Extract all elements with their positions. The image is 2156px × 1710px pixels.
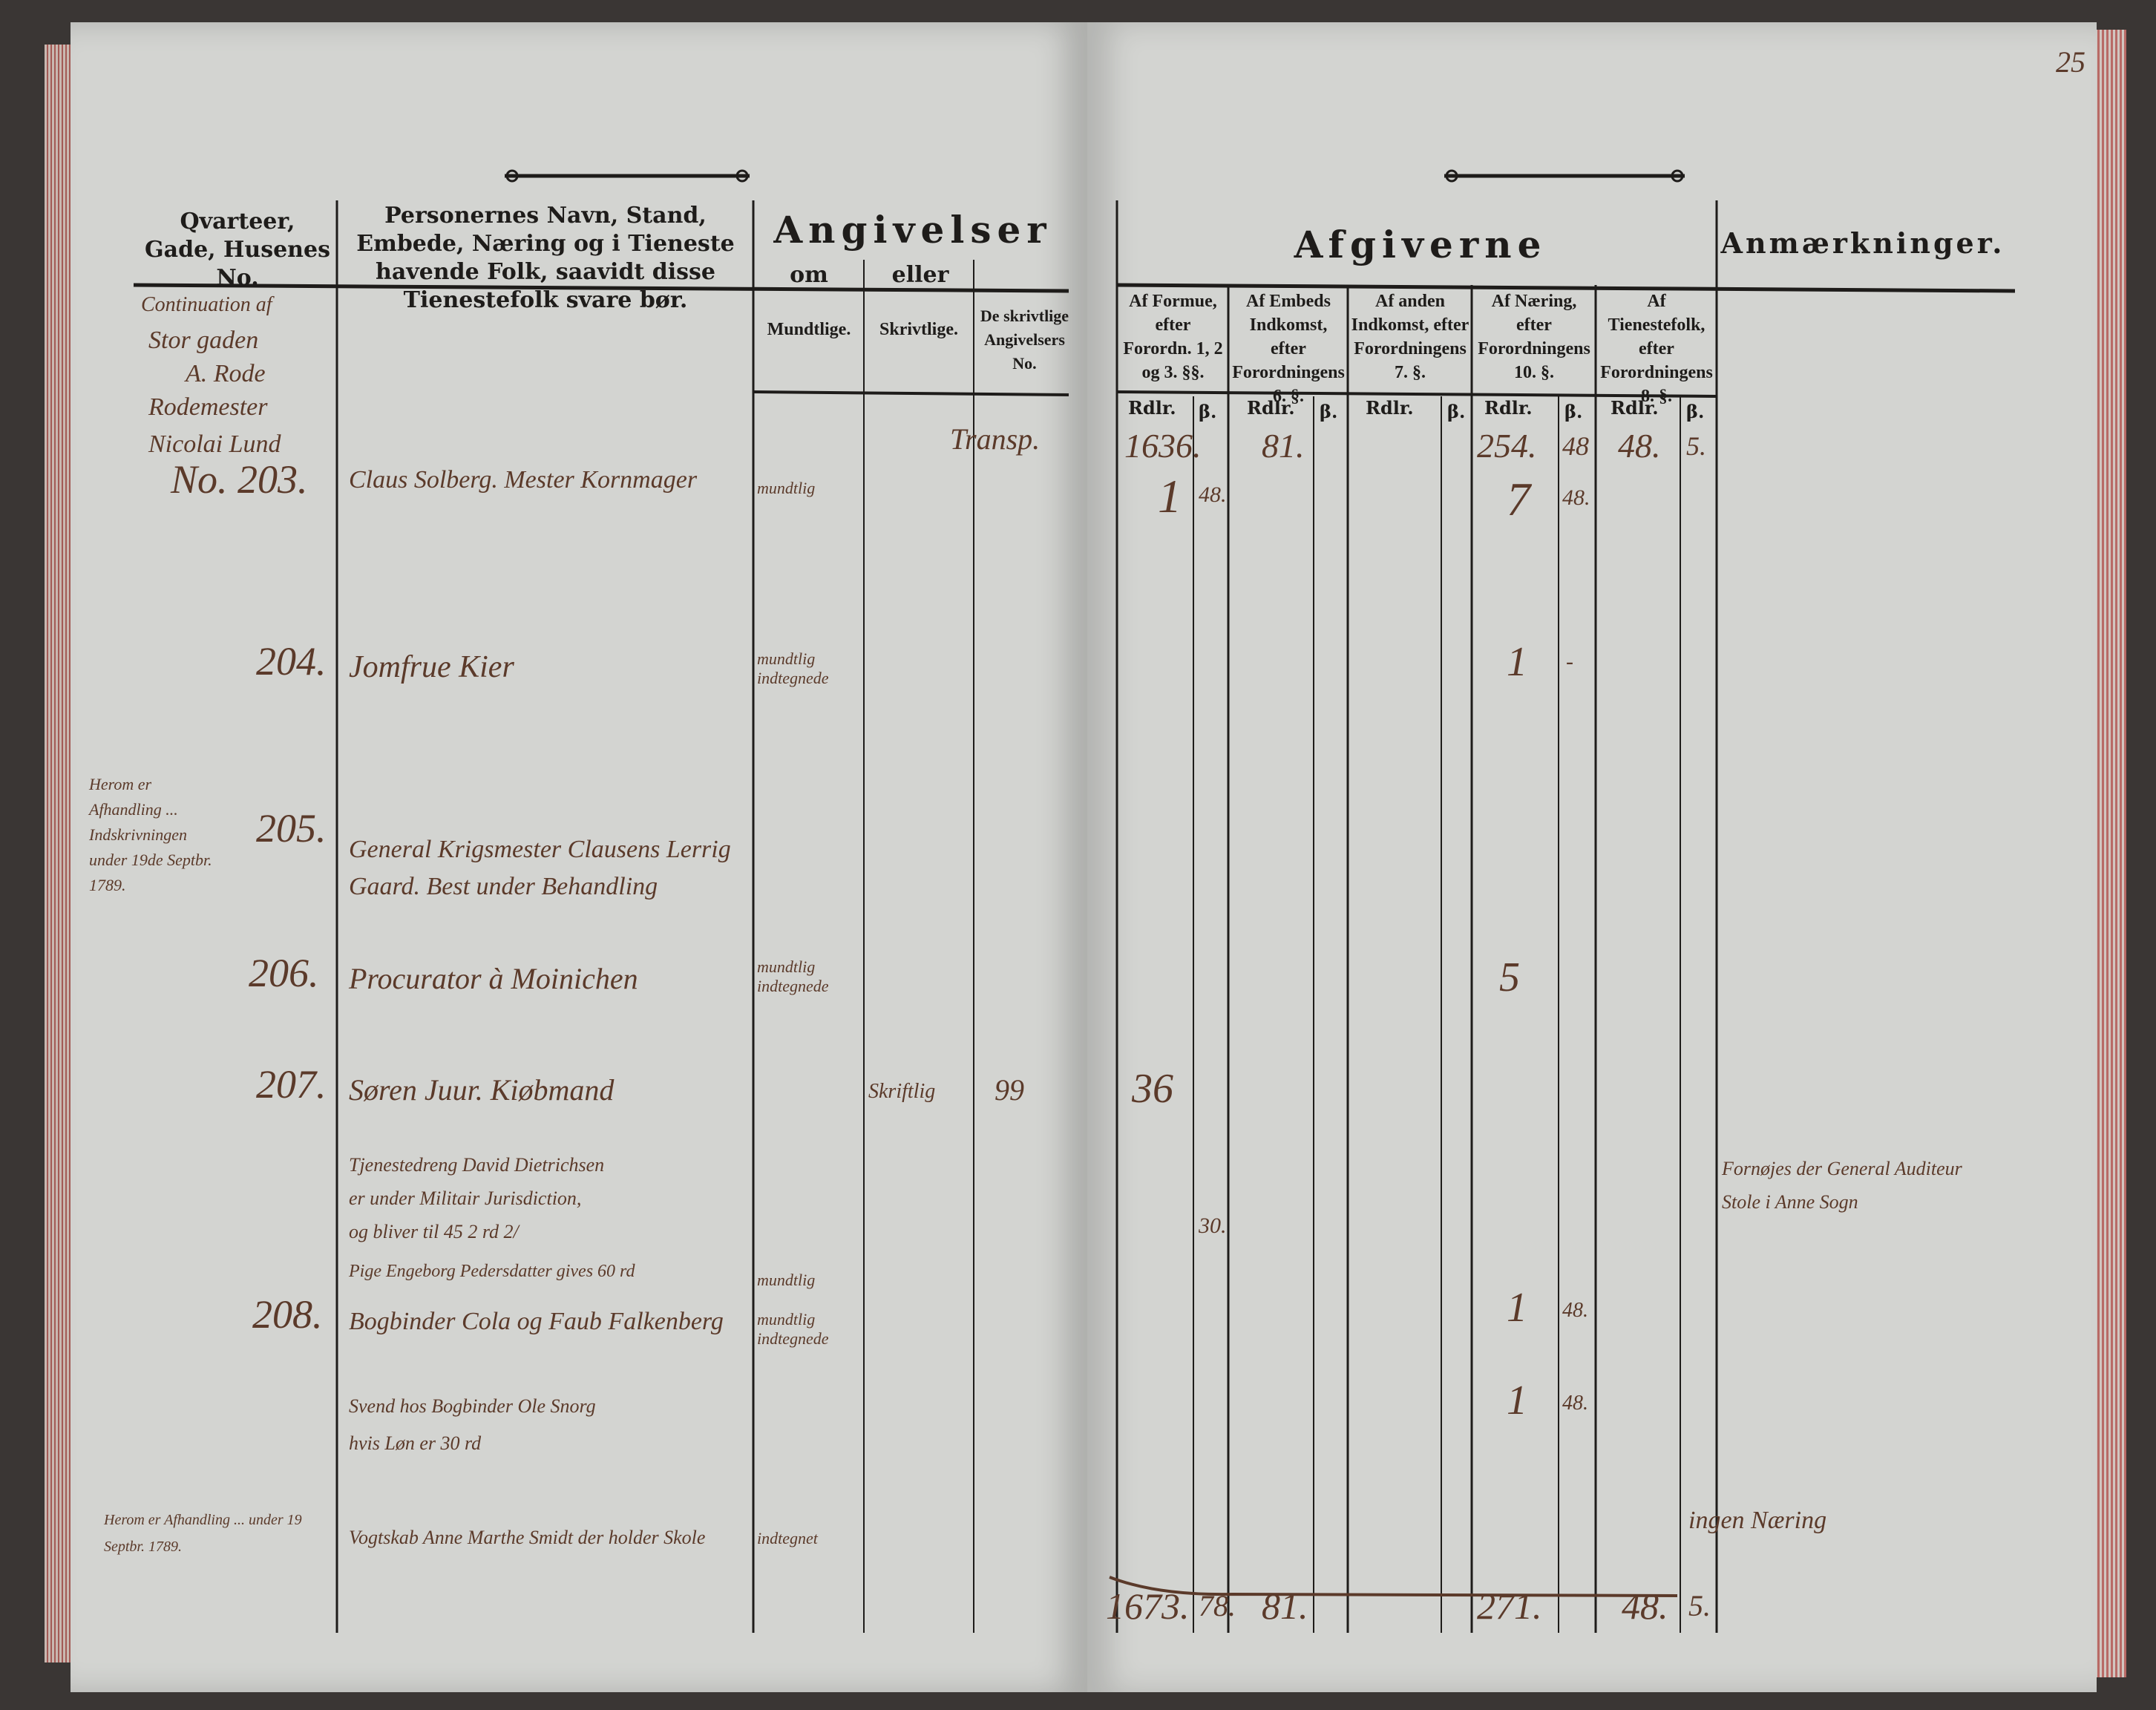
value-formue: 1636. [1124, 427, 1202, 465]
value-formue: 36 [1132, 1066, 1173, 1112]
entry-name: Svend hos Bogbinder Ole Snorg [349, 1395, 596, 1417]
header-anden: Af anden Indkomst, efter Forordningens 7… [1351, 292, 1469, 382]
value-formue-skilling: 30. [1199, 1213, 1227, 1238]
header-eller: eller [891, 262, 949, 288]
value-formue: 1 [1158, 470, 1182, 522]
value-formue-skilling: 48. [1199, 482, 1227, 507]
unit-rdlr: Rdlr. [1484, 397, 1533, 419]
entry-name: Claus Solberg. Mester Kornmager [349, 466, 698, 494]
header-mundtlige: Mundtlige. [767, 320, 851, 339]
header-naering: Af Næring, efter Forordningens 10. §. [1478, 292, 1590, 382]
total-tieneste: 48. [1622, 1585, 1668, 1627]
entry-name: Vogtskab Anne Marthe Smidt der holder Sk… [349, 1527, 706, 1548]
entry-number: 207. [256, 1062, 327, 1107]
book-page-edges-left [45, 45, 74, 1662]
heading-note-line: Nicolai Lund [148, 430, 281, 458]
value-tieneste: 48. [1618, 427, 1661, 465]
header-skrivtlige-no: De skrivtlige Angivelsers No. [980, 307, 1069, 373]
header-om: om [790, 262, 828, 288]
entry-name: Procurator à Moinichen [349, 962, 638, 995]
entry-name: Tjenestedreng David Dietrichsen [349, 1154, 605, 1176]
remark: Fornøjes der General Auditeur [1722, 1158, 1962, 1179]
ornament-right [1444, 169, 1685, 183]
entry-angivelse: mundtlig [757, 1271, 816, 1289]
page-number: 25 [2056, 45, 2085, 79]
value-naering: 254. [1477, 427, 1537, 465]
header-anmaerkninger: Anmærkninger. [1720, 226, 2005, 260]
header-embeds: Af Embeds Indkomst, efter Forordningens … [1232, 292, 1345, 406]
entry-name-cont: hvis Løn er 30 rd [349, 1432, 482, 1454]
entry-angivelse: mundtlig indtegnede [757, 957, 829, 995]
value-naering: 7 [1507, 473, 1530, 525]
entry-angivelse: mundtlig indtegnede [757, 1310, 829, 1348]
value-tieneste-skilling: 5. [1686, 431, 1706, 461]
entry-name: Pige Engeborg Pedersdatter gives 60 rd [349, 1262, 635, 1281]
ornament-left [505, 169, 750, 183]
unit-skilling: β. [1320, 401, 1338, 422]
entry-skrivtlig-no: 99 [995, 1073, 1024, 1107]
entry-margin-note: Herom er Afhandling ... under 19 Septbr.… [104, 1512, 302, 1555]
value-naering: 1 [1507, 639, 1527, 685]
header-skrivtlige: Skrivtlige. [879, 320, 958, 339]
heading-note-line: A. Rode [186, 360, 266, 387]
entry-number: 208. [252, 1292, 323, 1337]
header-persons: Personernes Navn, Stand, Embede, Næring … [356, 203, 735, 313]
header-afgiverne: Afgiverne [1294, 223, 1547, 266]
entry-name: General Krigsmester Clausens Lerrig Gaar… [349, 836, 731, 900]
heading-note-line: Continuation af [141, 293, 272, 316]
entry-angivelse: Skriftlig [868, 1080, 936, 1103]
entry-number: 205. [256, 806, 327, 851]
total-formue: 1673. [1106, 1585, 1190, 1627]
entry-angivelse: indtegnet [757, 1529, 818, 1547]
left-page [71, 22, 1087, 1692]
transport-note: Transp. [950, 422, 1041, 456]
value-naering: 1 [1507, 1285, 1527, 1331]
unit-rdlr: Rdlr. [1247, 397, 1295, 419]
entry-angivelse: mundtlig indtegnede [757, 649, 829, 687]
value-naering: 5 [1499, 954, 1520, 1000]
entry-number: 206. [249, 951, 319, 995]
heading-note-line: Rodemester [148, 393, 268, 421]
entry-angivelse: mundtlig [757, 479, 816, 497]
unit-skilling: β. [1447, 401, 1466, 422]
entry-name: Jomfrue Kier [349, 650, 514, 684]
value-naering: 1 [1507, 1378, 1527, 1424]
entry-margin-note: Herom er Afhandling ... Indskrivningen u… [89, 775, 212, 894]
totals-rule [1109, 1576, 1678, 1597]
unit-skilling: β. [1686, 401, 1705, 422]
unit-rdlr: Rdlr. [1128, 397, 1176, 419]
unit-skilling: β. [1564, 401, 1583, 422]
unit-skilling: β. [1199, 401, 1217, 422]
value-naering-skilling: 48. [1562, 1392, 1588, 1415]
total-naering: 271. [1477, 1585, 1542, 1627]
entry-name: Bogbinder Cola og Faub Falkenberg [349, 1308, 724, 1335]
value-naering-skilling: - [1566, 649, 1573, 674]
book-page-edges-right [2093, 30, 2126, 1677]
value-naering-skilling: 48 [1562, 431, 1589, 461]
unit-rdlr: Rdlr. [1366, 397, 1414, 419]
remark: ingen Næring [1688, 1507, 1827, 1534]
total-formue-skilling: 78. [1199, 1589, 1236, 1622]
entry-number: No. 203. [171, 457, 308, 502]
entry-name-cont: og bliver til 45 2 rd 2/ [349, 1221, 519, 1242]
heading-note-line: Stor gaden [148, 327, 259, 354]
value-naering-skilling: 48. [1562, 1299, 1588, 1322]
entry-number: 204. [256, 639, 327, 684]
right-page [1087, 22, 2097, 1692]
entry-name: Søren Juur. Kiøbmand [349, 1073, 615, 1107]
header-angivelser: Angivelser [773, 208, 1052, 252]
value-embeds: 81. [1262, 427, 1305, 465]
header-tieneste: Af Tienestefolk, efter Forordningens 8. … [1600, 292, 1713, 406]
entry-name-cont: er under Militair Jurisdiction, [349, 1188, 582, 1209]
header-formue: Af Formue, efter Forordn. 1, 2 og 3. §§. [1123, 292, 1223, 382]
total-embeds: 81. [1262, 1585, 1308, 1627]
total-tieneste-skilling: 5. [1688, 1589, 1711, 1622]
header-quarter: Qvarteer, Gade, Husenes No. [145, 209, 330, 291]
remark: Stole i Anne Sogn [1722, 1191, 1858, 1213]
unit-rdlr: Rdlr. [1611, 397, 1659, 419]
value-naering-skilling: 48. [1562, 485, 1590, 510]
